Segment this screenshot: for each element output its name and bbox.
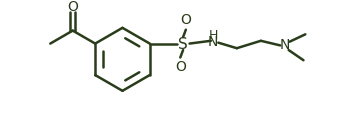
Text: S: S [178,37,188,52]
Text: H: H [209,29,218,42]
Text: O: O [67,0,78,13]
Text: N: N [207,35,218,49]
Text: O: O [175,60,186,74]
Text: O: O [180,13,191,27]
Text: N: N [280,38,290,52]
